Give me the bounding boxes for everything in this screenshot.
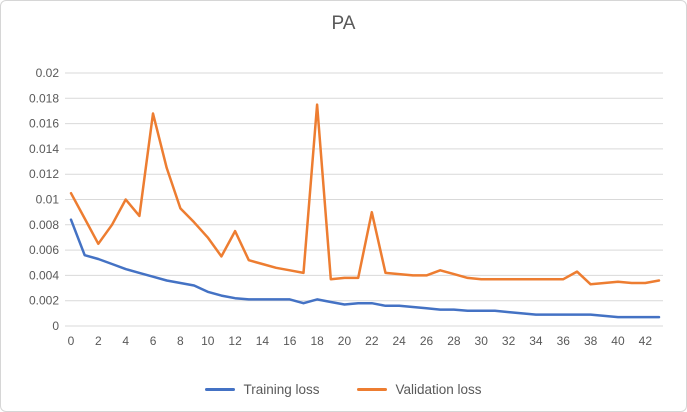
chart-legend: Training loss Validation loss	[1, 382, 686, 397]
x-tick-label: 42	[639, 334, 653, 348]
x-tick-label: 14	[256, 334, 270, 348]
x-tick-label: 30	[475, 334, 489, 348]
x-tick-label: 16	[283, 334, 297, 348]
x-axis-labels: 0 2 4 6 8 10 12 14 16 18 20 22 24 26 28 30 32 34 36 38 40 42	[68, 334, 653, 348]
legend-label-training-loss: Training loss	[243, 382, 320, 397]
x-tick-label: 2	[95, 334, 102, 348]
y-tick-label: 0.01	[36, 193, 60, 207]
series-line-validation-loss	[69, 103, 661, 286]
x-tick-label: 22	[365, 334, 379, 348]
x-tick-label: 38	[584, 334, 598, 348]
x-tick-label: 36	[557, 334, 571, 348]
y-tick-label: 0.016	[29, 117, 59, 131]
y-tick-label: 0.004	[29, 268, 59, 282]
y-tick-label: 0.02	[36, 66, 60, 80]
x-tick-label: 18	[310, 334, 324, 348]
x-tick-label: 8	[177, 334, 184, 348]
x-tick-label: 26	[420, 334, 434, 348]
x-tick-label: 24	[393, 334, 407, 348]
y-tick-label: 0.008	[29, 218, 59, 232]
training-loss-line-swatch	[205, 388, 236, 391]
y-tick-label: 0.018	[29, 91, 59, 105]
x-tick-label: 28	[447, 334, 461, 348]
x-tick-label: 32	[502, 334, 516, 348]
x-tick-label: 34	[529, 334, 543, 348]
x-tick-label: 0	[68, 334, 75, 348]
gridlines	[65, 72, 663, 327]
legend-label-validation-loss: Validation loss	[395, 382, 482, 397]
x-tick-label: 10	[201, 334, 215, 348]
y-axis-labels: 0 0.002 0.004 0.006 0.008 0.01 0.012 0.014 0.016…	[29, 66, 59, 333]
x-tick-label: 12	[228, 334, 242, 348]
validation-loss-line-swatch	[357, 388, 388, 391]
y-tick-label: 0.014	[29, 142, 59, 156]
series-line-training-loss	[69, 218, 661, 319]
y-tick-label: 0.012	[29, 167, 59, 181]
y-tick-label: 0	[52, 319, 59, 333]
legend-item-validation-loss: Validation loss	[357, 382, 482, 397]
x-tick-label: 40	[611, 334, 625, 348]
y-tick-label: 0.006	[29, 243, 59, 257]
x-tick-label: 6	[150, 334, 157, 348]
chart-canvas: 0 0.002 0.004 0.006 0.008 0.01 0.012 0.014 0.016…	[29, 66, 663, 348]
y-tick-label: 0.002	[29, 294, 59, 308]
x-tick-label: 20	[338, 334, 352, 348]
x-tick-label: 4	[122, 334, 129, 348]
chart-title: PA	[331, 13, 356, 34]
legend-item-training-loss: Training loss	[205, 382, 319, 397]
